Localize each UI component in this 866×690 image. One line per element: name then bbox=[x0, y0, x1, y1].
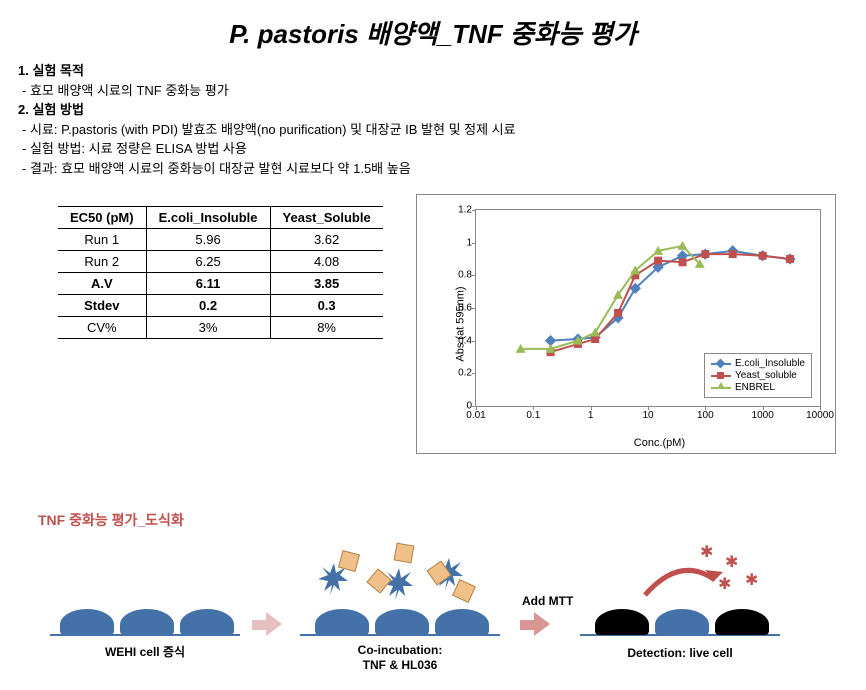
ytick-label: 0.4 bbox=[458, 335, 472, 346]
assay-diagram: WEHI cell 증식 Co-incubation: TNF & HL036 … bbox=[0, 540, 866, 690]
ec50-table: EC50 (pM) E.coli_Insoluble Yeast_Soluble… bbox=[58, 206, 383, 339]
signal-star-icon: ✱ bbox=[700, 542, 713, 562]
xtick-label: 0.1 bbox=[526, 410, 540, 421]
section2-line2: 실험 방법: 시료 정량은 ELISA 방법 사용 bbox=[18, 139, 848, 159]
cell: 4.08 bbox=[270, 251, 383, 273]
arrow-icon bbox=[252, 620, 266, 630]
hl036-square-icon bbox=[394, 543, 415, 564]
dead-cell-icon bbox=[595, 609, 649, 635]
cell: 3% bbox=[146, 317, 270, 339]
cell: 3.62 bbox=[270, 229, 383, 251]
add-mtt-label: Add MTT bbox=[522, 594, 573, 608]
signal-star-icon: ✱ bbox=[718, 574, 731, 594]
cell: 8% bbox=[270, 317, 383, 339]
dead-cell-icon bbox=[715, 609, 769, 635]
cell: Stdev bbox=[58, 295, 146, 317]
legend-label: E.coli_Insoluble bbox=[735, 358, 805, 369]
signal-star-icon: ✱ bbox=[725, 552, 738, 572]
plot-area: E.coli_Insoluble Yeast_soluble ENBREL 00… bbox=[475, 209, 821, 407]
cell: Run 2 bbox=[58, 251, 146, 273]
chart-ylabel: Abs (at 595nm) bbox=[455, 286, 467, 361]
cell: A.V bbox=[58, 273, 146, 295]
th-ec50: EC50 (pM) bbox=[58, 207, 146, 229]
diagram-title: TNF 중화능 평가_도식화 bbox=[38, 510, 184, 530]
table-row: Stdev 0.2 0.3 bbox=[58, 295, 383, 317]
xtick-label: 100 bbox=[697, 410, 714, 421]
xtick-label: 0.01 bbox=[466, 410, 485, 421]
cell: 0.3 bbox=[270, 295, 383, 317]
live-cell-icon bbox=[655, 609, 709, 635]
page-title: P. pastoris 배양액_TNF 중화능 평가 bbox=[0, 0, 866, 61]
section1-head: 1. 실험 목적 bbox=[18, 61, 848, 81]
ytick-label: 0.8 bbox=[458, 270, 472, 281]
cell: 5.96 bbox=[146, 229, 270, 251]
ytick-label: 0.2 bbox=[458, 368, 472, 379]
cell: CV% bbox=[58, 317, 146, 339]
xtick-label: 10000 bbox=[806, 410, 834, 421]
cell: 6.11 bbox=[146, 273, 270, 295]
legend-item: E.coli_Insoluble bbox=[711, 358, 805, 369]
legend-item: ENBREL bbox=[711, 382, 805, 393]
table-row: Run 1 5.96 3.62 bbox=[58, 229, 383, 251]
th-ecoli: E.coli_Insoluble bbox=[146, 207, 270, 229]
cell: Run 1 bbox=[58, 229, 146, 251]
cell: 3.85 bbox=[270, 273, 383, 295]
wehi-cell-icon bbox=[180, 609, 234, 635]
chart-legend: E.coli_Insoluble Yeast_soluble ENBREL bbox=[704, 353, 812, 398]
wehi-cell-icon bbox=[120, 609, 174, 635]
legend-label: Yeast_soluble bbox=[735, 370, 797, 381]
xtick-label: 1000 bbox=[752, 410, 774, 421]
cell: 0.2 bbox=[146, 295, 270, 317]
content-row: EC50 (pM) E.coli_Insoluble Yeast_Soluble… bbox=[0, 194, 866, 464]
section2-line3: 결과: 효모 배양액 시료의 중화능이 대장균 발현 시료보다 약 1.5배 높… bbox=[18, 159, 848, 179]
xtick-label: 1 bbox=[588, 410, 594, 421]
section1-line1: 효모 배양액 시료의 TNF 중화능 평가 bbox=[18, 81, 848, 101]
legend-label: ENBREL bbox=[735, 382, 775, 393]
stage2-label: Co-incubation: TNF & HL036 bbox=[310, 643, 490, 672]
ytick-label: 0.6 bbox=[458, 303, 472, 314]
table-row: A.V 6.11 3.85 bbox=[58, 273, 383, 295]
ytick-label: 1.2 bbox=[458, 205, 472, 216]
arrow-icon bbox=[534, 612, 550, 636]
table-header-row: EC50 (pM) E.coli_Insoluble Yeast_Soluble bbox=[58, 207, 383, 229]
cell: 6.25 bbox=[146, 251, 270, 273]
stage3-label: Detection: live cell bbox=[590, 646, 770, 660]
xtick-label: 10 bbox=[642, 410, 653, 421]
section2-line1: 시료: P.pastoris (with PDI) 발효조 배양액(no pur… bbox=[18, 120, 848, 140]
arrow-icon bbox=[520, 620, 534, 630]
section-purpose: 1. 실험 목적 효모 배양액 시료의 TNF 중화능 평가 2. 실험 방법 … bbox=[0, 61, 866, 178]
wehi-cell-icon bbox=[60, 609, 114, 635]
legend-item: Yeast_soluble bbox=[711, 370, 805, 381]
abs-chart: Abs (at 595nm) Conc.(pM) E.coli_Insolubl… bbox=[416, 194, 836, 454]
arrow-icon bbox=[266, 612, 282, 636]
stage1-label: WEHI cell 증식 bbox=[55, 643, 235, 660]
chart-xlabel: Conc.(pM) bbox=[634, 437, 685, 449]
signal-star-icon: ✱ bbox=[745, 570, 758, 590]
section2-head: 2. 실험 방법 bbox=[18, 100, 848, 120]
table-row: CV% 3% 8% bbox=[58, 317, 383, 339]
th-yeast: Yeast_Soluble bbox=[270, 207, 383, 229]
table-row: Run 2 6.25 4.08 bbox=[58, 251, 383, 273]
